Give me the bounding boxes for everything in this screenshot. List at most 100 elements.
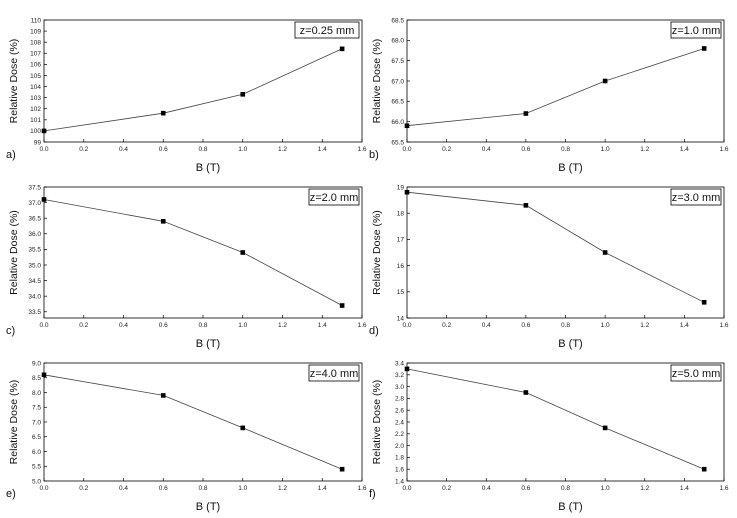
x-tick-label: 1.4 — [680, 322, 689, 329]
data-point — [339, 303, 345, 308]
data-point — [523, 390, 529, 395]
data-point — [404, 366, 410, 372]
y-tick-label: 3.2 — [395, 372, 404, 379]
x-tick-label: 0.8 — [561, 146, 570, 153]
series-line — [406, 191, 705, 303]
y-tick-label: 6.0 — [32, 449, 41, 456]
y-tick-label: 5.5 — [32, 464, 41, 471]
x-tick-label: 1.0 — [601, 322, 610, 329]
x-tick-label: 1.4 — [680, 485, 689, 492]
data-point — [160, 393, 166, 398]
x-tick-label: 0.2 — [442, 322, 451, 329]
x-tick-label: 0.2 — [442, 485, 451, 492]
y-tick-label: 67.5 — [391, 58, 404, 65]
y-tick-label: 35.5 — [28, 247, 41, 254]
panel-letter: e) — [6, 488, 16, 500]
y-tick-label: 2.2 — [395, 431, 404, 438]
x-tick-label: 0.2 — [79, 485, 88, 492]
y-tick-label: 2.8 — [395, 396, 404, 403]
y-axis-title: Relative Dose (%) — [8, 380, 20, 465]
panel-letter: d) — [369, 325, 379, 337]
data-point — [240, 250, 246, 255]
z-label-box — [670, 21, 722, 39]
x-tick-label: 0.0 — [402, 485, 411, 492]
y-tick-label: 1.4 — [395, 478, 404, 485]
x-tick-label: 0.6 — [159, 485, 168, 492]
y-tick-label: 67.0 — [391, 78, 404, 85]
x-tick-label: 0.6 — [521, 146, 530, 153]
series-line — [43, 199, 343, 306]
y-tick-label: 106 — [30, 62, 41, 69]
y-tick-label: 5.0 — [32, 478, 41, 485]
y-tick-label: 36.5 — [28, 215, 41, 222]
x-axis-title: B (T) — [196, 162, 220, 174]
z-label: z=0.25 mm — [300, 25, 355, 37]
x-tick-label: 1.2 — [278, 146, 287, 153]
y-tick-label: 105 — [30, 73, 41, 80]
plot-frame — [406, 186, 725, 319]
y-tick-label: 66.0 — [391, 119, 404, 126]
panel-letter: b) — [369, 149, 379, 161]
panel-letter: f) — [369, 488, 376, 500]
x-tick-label: 0.0 — [39, 146, 48, 153]
panel-2: 0.0 0.2 0.4 0.6 0.8 1.0 1.2 1.4 1.6 65.5 66.0 66.5 6… — [369, 17, 729, 174]
x-tick-label: 1.6 — [719, 485, 728, 492]
data-point — [404, 189, 410, 195]
data-point — [41, 197, 47, 202]
data-point — [160, 110, 166, 116]
data-point — [339, 466, 345, 472]
x-tick-label: 0.6 — [521, 485, 530, 492]
x-tick-label: 0.8 — [561, 322, 570, 329]
x-axis-title: B (T) — [558, 162, 582, 174]
x-tick-label: 0.4 — [482, 322, 491, 329]
series-line — [406, 48, 705, 127]
data-point — [160, 219, 166, 224]
y-tick-label: 3.0 — [395, 384, 404, 391]
data-point — [701, 299, 707, 305]
z-label-box — [308, 188, 360, 206]
x-tick-label: 0.0 — [402, 322, 411, 329]
data-point — [339, 46, 345, 52]
y-tick-label: 9.0 — [32, 360, 41, 367]
x-tick-label: 0.8 — [561, 485, 570, 492]
x-tick-label: 1.6 — [357, 322, 366, 329]
panel-letter: a) — [6, 149, 16, 161]
y-tick-label: 14 — [397, 315, 405, 322]
x-tick-label: 0.2 — [442, 146, 451, 153]
y-tick-label: 19 — [397, 184, 405, 191]
y-tick-label: 33.5 — [28, 309, 41, 316]
y-tick-label: 7.0 — [32, 419, 41, 426]
x-tick-label: 0.8 — [198, 146, 207, 153]
x-tick-label: 0.8 — [198, 322, 207, 329]
y-tick-label: 16 — [397, 263, 405, 270]
y-tick-label: 99 — [34, 139, 42, 146]
x-tick-label: 0.4 — [482, 146, 491, 153]
x-tick-label: 1.4 — [318, 485, 327, 492]
y-axis-title: Relative Dose (%) — [371, 210, 383, 295]
y-tick-label: 110 — [31, 17, 42, 24]
x-tick-label: 1.4 — [318, 322, 327, 329]
y-tick-label: 65.5 — [391, 139, 404, 146]
x-tick-label: 1.6 — [357, 485, 366, 492]
data-point — [41, 128, 47, 134]
x-tick-label: 0.0 — [39, 322, 48, 329]
y-tick-label: 17 — [397, 237, 405, 244]
data-point — [41, 372, 47, 378]
data-point — [602, 425, 608, 431]
x-tick-label: 1.0 — [601, 146, 610, 153]
data-point — [701, 466, 707, 472]
panel-letter: c) — [6, 325, 15, 337]
z-label: z=2.0 mm — [310, 192, 359, 204]
x-tick-label: 0.6 — [159, 322, 168, 329]
panel-4: 0.0 0.2 0.4 0.6 0.8 1.0 1.2 1.4 1.6 14 15 16 17 18 19 z… — [369, 184, 729, 350]
y-tick-label: 2.4 — [395, 419, 404, 426]
y-tick-label: 1.8 — [395, 455, 404, 462]
y-tick-label: 37.0 — [28, 200, 41, 207]
x-tick-label: 0.0 — [39, 485, 48, 492]
z-label-box — [308, 364, 360, 382]
x-axis-title: B (T) — [558, 501, 582, 513]
x-tick-label: 0.2 — [79, 146, 88, 153]
data-point — [701, 46, 707, 51]
x-tick-label: 0.6 — [159, 146, 168, 153]
